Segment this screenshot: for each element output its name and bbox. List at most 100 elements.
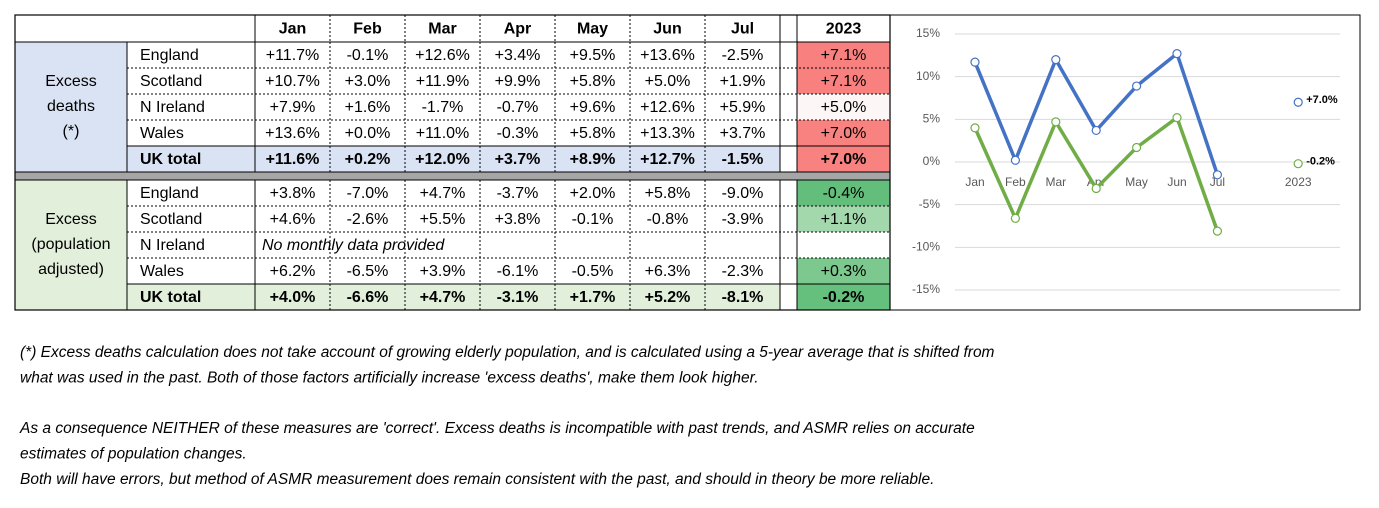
region: Wales	[140, 125, 184, 142]
cell-value: +6.2%	[270, 263, 316, 280]
cell-value: +12.6%	[640, 99, 695, 116]
cell-value: +8.9%	[570, 151, 616, 168]
data-point	[1131, 81, 1142, 91]
y-tick-label: -5%	[919, 197, 941, 211]
cell-value: +12.7%	[640, 151, 695, 168]
data-point	[970, 57, 980, 67]
data-point	[1172, 49, 1182, 59]
column-header: Jul	[731, 21, 754, 38]
data-point	[1091, 125, 1101, 136]
column-header: 2023	[826, 21, 862, 38]
x-tick-label: 2023	[1285, 175, 1312, 189]
total-row-bg	[127, 146, 780, 172]
total-value: +7.1%	[821, 73, 867, 90]
region: N Ireland	[140, 99, 205, 116]
total-cell	[797, 258, 890, 284]
column-header: Apr	[504, 21, 532, 38]
cell-value: -3.1%	[497, 289, 539, 306]
group-label-bg	[15, 42, 127, 172]
cell-value: +0.2%	[345, 151, 391, 168]
region: UK total	[140, 151, 201, 168]
region: Scotland	[140, 73, 202, 90]
region: UK total	[140, 289, 201, 306]
cell-value: +13.3%	[640, 125, 695, 142]
note-line: (*) Excess deaths calculation does not t…	[20, 344, 995, 361]
cell-value: +3.7%	[720, 125, 766, 142]
column-header: Jan	[279, 21, 307, 38]
cell-value: +3.0%	[345, 73, 391, 90]
total-cell	[797, 206, 890, 232]
group-label: adjusted)	[38, 261, 104, 278]
data-point	[1172, 113, 1182, 123]
note-line: Both will have errors, but method of ASM…	[20, 471, 934, 488]
cell-value: -2.6%	[347, 211, 389, 228]
x-tick-label: Jan	[965, 175, 984, 189]
column-header: Mar	[428, 21, 456, 38]
cell-value: -8.1%	[722, 289, 764, 306]
column-header: May	[577, 21, 608, 38]
cell-value: +0.0%	[345, 125, 391, 142]
cell-value: +5.8%	[645, 185, 691, 202]
cell-value: +3.8%	[495, 211, 541, 228]
total-cell	[797, 284, 890, 310]
cell-value: +9.6%	[570, 99, 616, 116]
cell-value: -0.8%	[647, 211, 689, 228]
y-tick-label: 10%	[916, 69, 940, 83]
x-tick-label: May	[1125, 175, 1148, 189]
cell-value: -0.1%	[572, 211, 614, 228]
cell-value: +5.8%	[570, 73, 616, 90]
x-tick-label: Jul	[1210, 175, 1225, 189]
y-tick-label: -10%	[912, 240, 940, 254]
y-tick-label: 15%	[916, 26, 940, 40]
cell-value: -6.1%	[497, 263, 539, 280]
cell-value: +6.3%	[645, 263, 691, 280]
data-point	[1010, 213, 1021, 223]
cell-value: +1.9%	[720, 73, 766, 90]
total-cell	[797, 180, 890, 206]
cell-value: -0.3%	[497, 125, 539, 142]
cell-value: +5.0%	[645, 73, 691, 90]
total-row-bg	[127, 284, 780, 310]
region: England	[140, 47, 199, 64]
cell-value: -3.9%	[722, 211, 764, 228]
note-line: As a consequence NEITHER of these measur…	[19, 420, 975, 437]
cell-value: +4.6%	[270, 211, 316, 228]
separator	[14, 171, 891, 181]
cell-value: +1.7%	[570, 289, 616, 306]
total-cell	[797, 120, 890, 146]
data-point	[1212, 226, 1223, 236]
total-value: -0.2%	[823, 289, 865, 306]
cell-value: +3.8%	[270, 185, 316, 202]
data-point	[1293, 97, 1303, 107]
x-tick-label: Mar	[1045, 175, 1066, 189]
total-cell	[797, 42, 890, 68]
data-point	[1051, 54, 1061, 65]
group-label: Excess	[45, 73, 97, 90]
cell-value: +13.6%	[265, 125, 320, 142]
cell-value: +3.4%	[495, 47, 541, 64]
cell-value: +10.7%	[265, 73, 320, 90]
cell-value: -0.7%	[497, 99, 539, 116]
cell-value: +11.9%	[416, 73, 470, 90]
cell-value: +9.5%	[570, 47, 616, 64]
x-tick-label: Feb	[1005, 175, 1026, 189]
cell-value: -1.7%	[422, 99, 464, 116]
total-value: -0.4%	[823, 185, 865, 202]
cell-value: +13.6%	[640, 47, 695, 64]
data-point	[1293, 159, 1303, 169]
cell-value: +4.7%	[420, 185, 466, 202]
cell-value: +12.6%	[415, 47, 470, 64]
region: England	[140, 185, 199, 202]
data-label: +7.0%	[1306, 94, 1338, 106]
cell-value: -6.5%	[347, 263, 389, 280]
data-label: -0.2%	[1306, 156, 1335, 168]
total-cell	[797, 94, 890, 120]
total-value: +1.1%	[821, 211, 867, 228]
group-label: (population	[31, 236, 110, 253]
region: Wales	[140, 263, 184, 280]
column-header: Jun	[653, 21, 681, 38]
cell-value: -0.5%	[572, 263, 614, 280]
total-cell	[797, 68, 890, 94]
table-border	[14, 14, 891, 311]
